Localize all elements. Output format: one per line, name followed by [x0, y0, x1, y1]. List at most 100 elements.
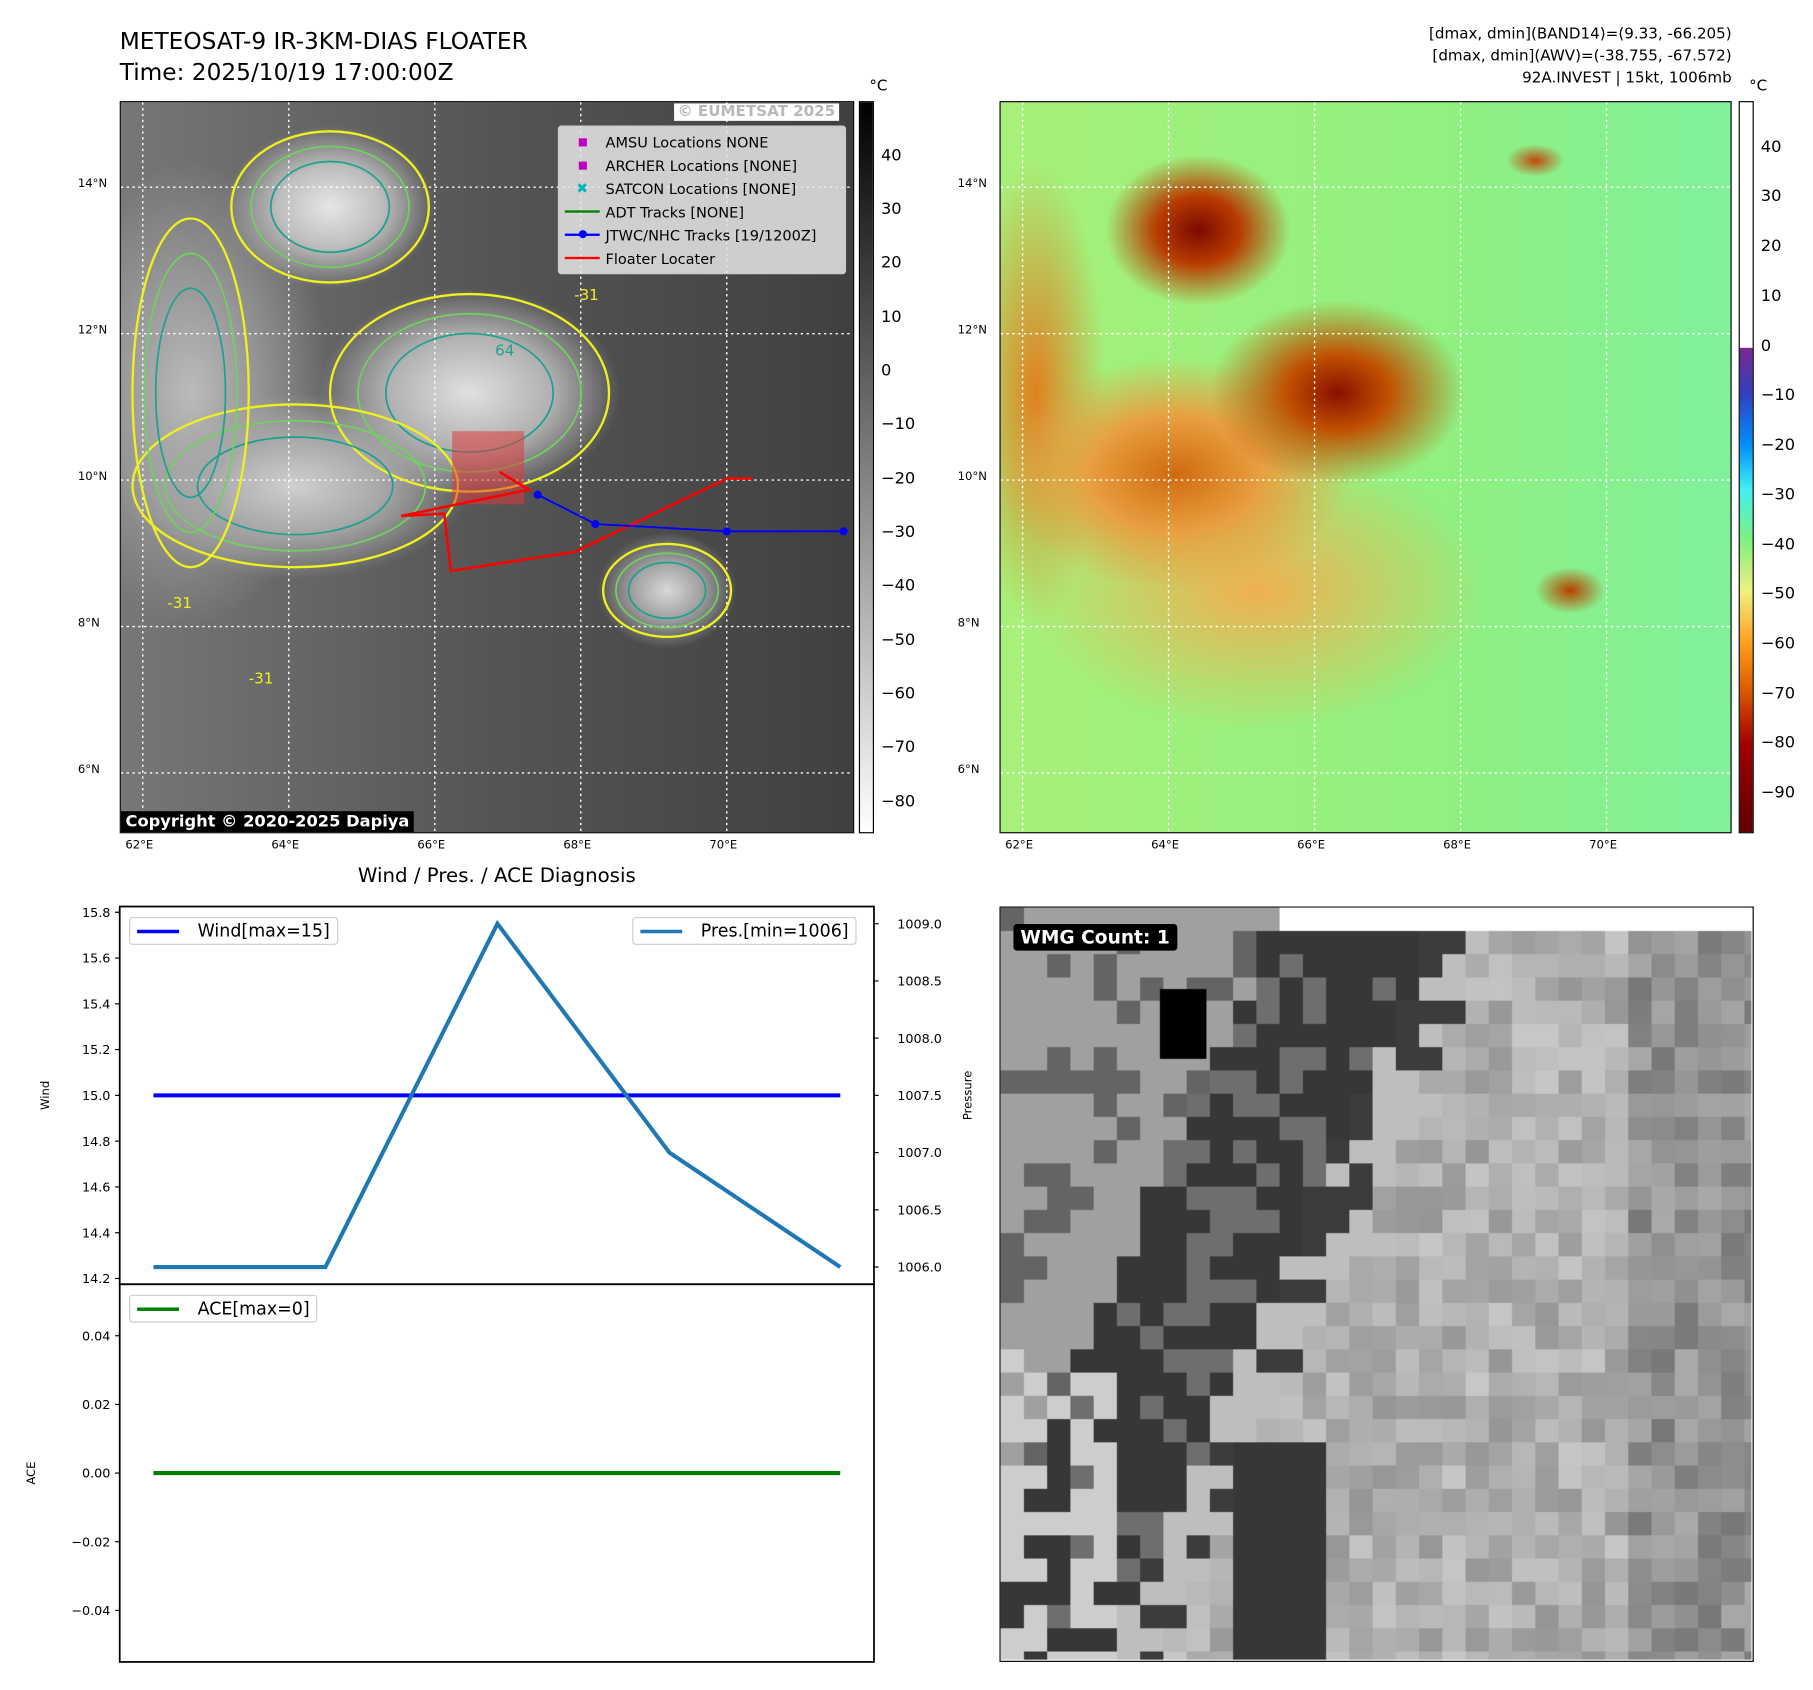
- legend-label: AMSU Locations NONE: [605, 133, 769, 151]
- jtwc-track-point: [839, 527, 848, 536]
- colorbar-tick-label: −50: [880, 630, 916, 650]
- colorbar-tick-label: −70: [880, 738, 916, 757]
- diagnosis-chart: 15.8 15.6 15.4 15.2 15.0 14.8 14.6 14.4 14.2 1009…: [24, 905, 975, 1663]
- colorbar-tick-label: −80: [1760, 733, 1796, 753]
- figure-title: METEOSAT-9 IR-3KM-DIAS FLOATER Time: 202…: [119, 26, 528, 87]
- pressure-series-line: [153, 919, 842, 1270]
- pressure-tick-label: 1007.5: [897, 1089, 942, 1104]
- lat-tick-label: 6°N: [77, 763, 100, 777]
- contour-label: 64: [495, 342, 514, 360]
- floater-locater-track: [400, 470, 753, 573]
- colorbar-tick-label: −60: [1760, 634, 1796, 654]
- colorbar-tick-label: −50: [1760, 584, 1796, 604]
- lat-tick-label: 12°N: [957, 324, 987, 338]
- lon-tick-label: 66°E: [417, 839, 446, 852]
- colorbar-tick-label: −40: [880, 576, 916, 596]
- legend-label: Floater Locater: [605, 249, 716, 267]
- colorbar-tick-label: 40: [1760, 137, 1782, 157]
- lat-tick-label: 14°N: [77, 177, 108, 191]
- wmg-panel[interactable]: WMG Count: 1: [999, 906, 1754, 1662]
- jtwc-track-point: [591, 519, 600, 529]
- contour: [164, 419, 427, 552]
- colorbar-tick-label: 10: [1760, 286, 1782, 306]
- square-marker-icon: [559, 160, 605, 170]
- lon-tick-label: 62°E: [125, 839, 154, 852]
- pressure-tick-label: 1009.0: [897, 917, 942, 932]
- colorbar-tick-label: −30: [880, 522, 916, 542]
- wind-legend: Wind[max=15]: [129, 916, 338, 945]
- lon-tick-label: 66°E: [1297, 839, 1326, 852]
- lon-tick-label: 70°E: [1589, 839, 1618, 852]
- legend-label: ARCHER Locations [NONE]: [605, 156, 798, 174]
- legend-label: JTWC/NHC Tracks [19/1200Z]: [605, 226, 817, 244]
- ace-tick-label: −0.02: [71, 1535, 110, 1550]
- square-marker-icon: [559, 137, 605, 146]
- contour-31: [602, 542, 733, 639]
- colorbar-tick-label: −80: [880, 792, 916, 811]
- legend-line-icon: [137, 1306, 179, 1311]
- wind-tick-label: 15.4: [82, 997, 110, 1012]
- colorbar-tick-label: −20: [1760, 435, 1796, 455]
- lat-tick-label: 12°N: [77, 324, 108, 338]
- legend-item: ARCHER Locations [NONE]: [559, 153, 845, 176]
- pressure-tick-label: 1006.5: [897, 1203, 942, 1218]
- legend-item: ✖ SATCON Locations [NONE]: [559, 177, 845, 200]
- lon-tick-label: 70°E: [709, 839, 738, 852]
- pressure-tick-label: 1006.0: [897, 1261, 942, 1276]
- wmg-image: [1000, 907, 1752, 1660]
- lon-tick-label: 68°E: [1443, 839, 1472, 852]
- lat-tick-label: 6°N: [957, 763, 980, 777]
- wind-tick-label: 14.2: [82, 1272, 110, 1287]
- wind-axis-label: Wind: [38, 1081, 52, 1110]
- storm-info: [dmax, dmin](BAND14)=(9.33, -66.205) [dm…: [1429, 25, 1732, 88]
- ace-legend: ACE[max=0]: [129, 1294, 318, 1323]
- contour: [196, 436, 394, 536]
- ace-axis-label: ACE: [24, 1461, 38, 1484]
- lat-tick-label: 10°N: [957, 470, 987, 484]
- lon-tick-label: 64°E: [1151, 839, 1180, 852]
- lat-tick-label: 14°N: [957, 177, 987, 191]
- jtwc-track: [537, 493, 844, 533]
- ace-tick-label: 0.02: [82, 1398, 110, 1413]
- colorbar-tick-label: 30: [880, 199, 902, 219]
- legend-label: SATCON Locations [NONE]: [605, 179, 797, 197]
- contour-31: [131, 217, 250, 569]
- pressure-tick-label: 1007.0: [897, 1146, 942, 1161]
- pressure-legend: Pres.[min=1006]: [632, 916, 857, 945]
- lon-tick-label: 62°E: [1005, 839, 1034, 852]
- contour: [143, 252, 238, 534]
- colorbar-tick-label: −30: [1760, 485, 1796, 505]
- x-marker-icon: ✖: [576, 180, 589, 197]
- colorbar-tick-label: −20: [880, 469, 916, 488]
- legend-label: Wind[max=15]: [197, 920, 330, 942]
- colorbar-tick-label: −10: [880, 415, 916, 434]
- ace-tick-label: 0.00: [82, 1467, 110, 1482]
- lat-tick-label: 8°N: [957, 617, 980, 631]
- line-marker-icon: [559, 210, 605, 213]
- colorbar-tick-label: −90: [1760, 783, 1796, 803]
- lon-tick-label: 68°E: [563, 839, 592, 852]
- legend-line-icon: [137, 929, 179, 933]
- watermark: © EUMETSAT 2025: [674, 103, 839, 121]
- colorbar-tick-label: 20: [880, 253, 902, 273]
- contour-31: [230, 130, 431, 284]
- lon-tick-label: 64°E: [271, 839, 300, 852]
- colorbar-tick-label: −60: [880, 684, 916, 704]
- map-legend: AMSU Locations NONE ARCHER Locations [NON…: [557, 125, 847, 275]
- wind-tick-label: 14.8: [82, 1135, 110, 1150]
- wind-tick-label: 15.8: [82, 906, 110, 921]
- colorbar-tick-label: −70: [1760, 684, 1796, 703]
- line-dot-marker-icon: [559, 230, 605, 239]
- awv-colorbar-unit: °C: [1749, 77, 1768, 96]
- pressure-axis-label: Pressure: [961, 1071, 975, 1121]
- legend-label: ADT Tracks [NONE]: [605, 202, 745, 221]
- legend-item: JTWC/NHC Tracks [19/1200Z]: [559, 223, 845, 246]
- contour: [250, 145, 410, 269]
- awv-map[interactable]: [999, 101, 1732, 834]
- line-marker-icon: [559, 256, 605, 260]
- wind-tick-label: 14.6: [82, 1181, 110, 1196]
- wind-tick-label: 15.6: [82, 952, 110, 967]
- wmg-count-label: WMG Count: 1: [1013, 923, 1177, 951]
- colorbar-tick-label: −10: [1760, 386, 1796, 405]
- colorbar-tick-label: 30: [1760, 187, 1782, 207]
